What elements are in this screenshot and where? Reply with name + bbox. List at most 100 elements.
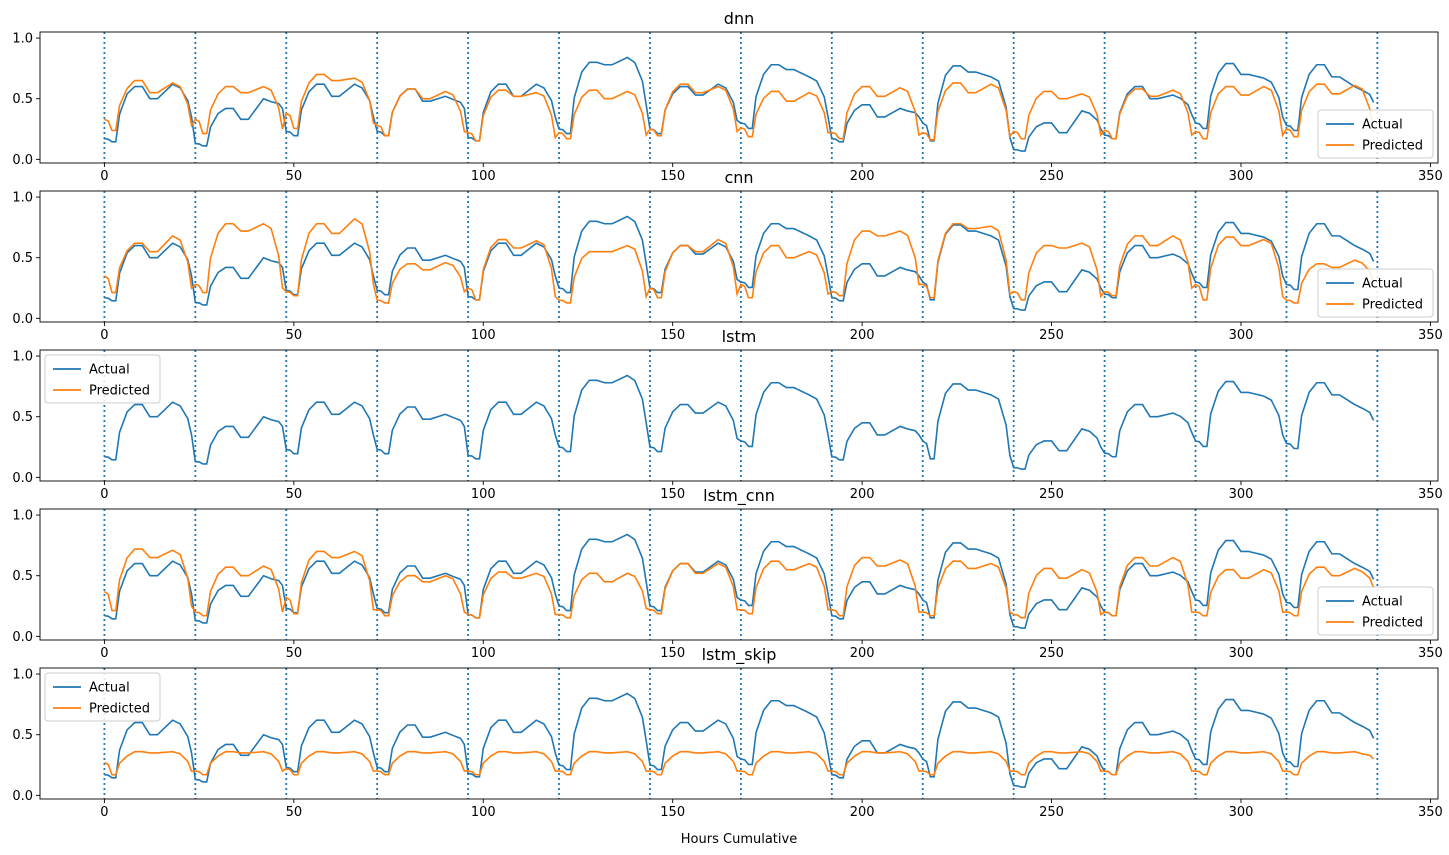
x-tick-label: 100	[471, 805, 496, 820]
series-line-predicted	[103, 548, 1375, 619]
subplot-lstm-cnn: 0 50 100 150 200 250 300 350 0.0 0.5 1.0 lstm_cnn Ac…	[12, 486, 1443, 661]
y-tick-label: 0.0	[12, 789, 33, 804]
legend-label-actual: Actual	[1362, 595, 1403, 610]
legend-label-predicted: Predicted	[1362, 616, 1423, 631]
series-line-predicted	[104, 750, 1375, 776]
x-tick-label: 150	[660, 646, 685, 661]
x-tick-label: 250	[1039, 169, 1064, 184]
x-tick-label: 50	[286, 805, 303, 820]
y-tick-label: 1.0	[12, 32, 33, 47]
x-tick-label: 250	[1039, 487, 1064, 502]
subplot-title: cnn	[724, 168, 753, 187]
x-tick-label: 100	[471, 169, 496, 184]
series-line-actual	[104, 533, 1375, 629]
series-line-predicted	[103, 217, 1375, 304]
x-tick-label: 0	[100, 328, 108, 343]
y-tick-label: 1.0	[12, 350, 33, 365]
x-tick-label: 300	[1229, 328, 1254, 343]
x-tick-label: 150	[660, 805, 685, 820]
x-tick-label: 300	[1229, 487, 1254, 502]
x-tick-label: 250	[1039, 328, 1064, 343]
x-tick-label: 350	[1418, 487, 1443, 502]
legend: Actual Predicted	[44, 354, 161, 404]
legend-box	[44, 354, 161, 404]
x-tick-label: 150	[660, 328, 685, 343]
legend-box	[1317, 268, 1434, 318]
subplot-title: lstm	[722, 327, 757, 346]
x-tick-label: 200	[850, 328, 875, 343]
legend-label-actual: Actual	[1362, 277, 1403, 292]
axes-frame	[39, 190, 1439, 323]
subplot-title: dnn	[724, 9, 754, 28]
y-tick-label: 0.0	[12, 471, 33, 486]
x-tick-label: 200	[850, 805, 875, 820]
subplot-title: lstm_skip	[702, 645, 777, 665]
legend-label-actual: Actual	[89, 681, 130, 696]
y-tick-label: 0.5	[12, 410, 33, 425]
subplot-dnn: 0 50 100 150 200 250 300 350 0.0 0.5 1.0 dnn Actual P…	[12, 9, 1443, 184]
x-tick-label: 250	[1039, 805, 1064, 820]
y-tick-label: 1.0	[12, 191, 33, 206]
x-tick-label: 0	[100, 646, 108, 661]
x-axis-label: Hours Cumulative	[681, 832, 797, 847]
x-tick-label: 50	[286, 328, 303, 343]
legend-label-actual: Actual	[1362, 118, 1403, 133]
x-tick-label: 200	[850, 487, 875, 502]
x-tick-label: 100	[471, 328, 496, 343]
legend: Actual Predicted	[1317, 586, 1434, 636]
legend-label-predicted: Predicted	[1362, 139, 1423, 154]
axes-frame	[39, 31, 1439, 164]
series-line-actual	[104, 215, 1375, 311]
legend: Actual Predicted	[44, 672, 161, 722]
x-tick-label: 0	[100, 169, 108, 184]
x-tick-label: 350	[1418, 169, 1443, 184]
x-tick-label: 200	[850, 169, 875, 184]
y-tick-label: 1.0	[12, 509, 33, 524]
x-tick-label: 350	[1418, 805, 1443, 820]
y-tick-label: 0.0	[12, 312, 33, 327]
axes-frame	[39, 667, 1439, 800]
series-line-actual	[104, 56, 1375, 152]
x-tick-label: 50	[286, 169, 303, 184]
legend-box	[1317, 586, 1434, 636]
series-line-predicted	[104, 73, 1375, 142]
x-tick-label: 100	[471, 487, 496, 502]
y-tick-label: 0.5	[12, 728, 33, 743]
x-tick-label: 350	[1418, 646, 1443, 661]
x-tick-label: 0	[100, 487, 108, 502]
legend-label-actual: Actual	[89, 363, 130, 378]
subplot-title: lstm_cnn	[703, 486, 775, 506]
axes-frame	[39, 508, 1439, 641]
y-tick-label: 0.0	[12, 153, 33, 168]
x-tick-label: 0	[100, 805, 108, 820]
x-tick-label: 50	[286, 646, 303, 661]
y-tick-label: 1.0	[12, 668, 33, 683]
legend-box	[44, 672, 161, 722]
legend-box	[1317, 109, 1434, 159]
x-tick-label: 250	[1039, 646, 1064, 661]
x-tick-label: 200	[850, 646, 875, 661]
subplot-cnn: 0 50 100 150 200 250 300 350 0.0 0.5 1.0 cnn Actual P…	[12, 168, 1443, 343]
y-tick-label: 0.0	[12, 630, 33, 645]
subplot-lstm-skip: 0 50 100 150 200 250 300 350 0.0 0.5 1.0 lstm_skip A…	[12, 645, 1443, 820]
legend: Actual Predicted	[1317, 109, 1434, 159]
x-tick-label: 100	[471, 646, 496, 661]
legend-label-predicted: Predicted	[89, 384, 150, 399]
y-tick-label: 0.5	[12, 569, 33, 584]
legend: Actual Predicted	[1317, 268, 1434, 318]
x-tick-label: 300	[1229, 805, 1254, 820]
x-tick-label: 150	[660, 169, 685, 184]
x-tick-label: 300	[1229, 169, 1254, 184]
legend-label-predicted: Predicted	[1362, 298, 1423, 313]
legend-label-predicted: Predicted	[89, 702, 150, 717]
y-tick-label: 0.5	[12, 251, 33, 266]
subplot-lstm: 0 50 100 150 200 250 300 350 0.0 0.5 1.0 lstm Actual…	[12, 327, 1443, 502]
series-line-actual	[104, 692, 1375, 788]
axes-frame	[39, 349, 1439, 482]
x-tick-label: 50	[286, 487, 303, 502]
y-tick-label: 0.5	[12, 92, 33, 107]
x-tick-label: 300	[1229, 646, 1254, 661]
x-tick-label: 350	[1418, 328, 1443, 343]
series-line-actual	[104, 374, 1375, 470]
